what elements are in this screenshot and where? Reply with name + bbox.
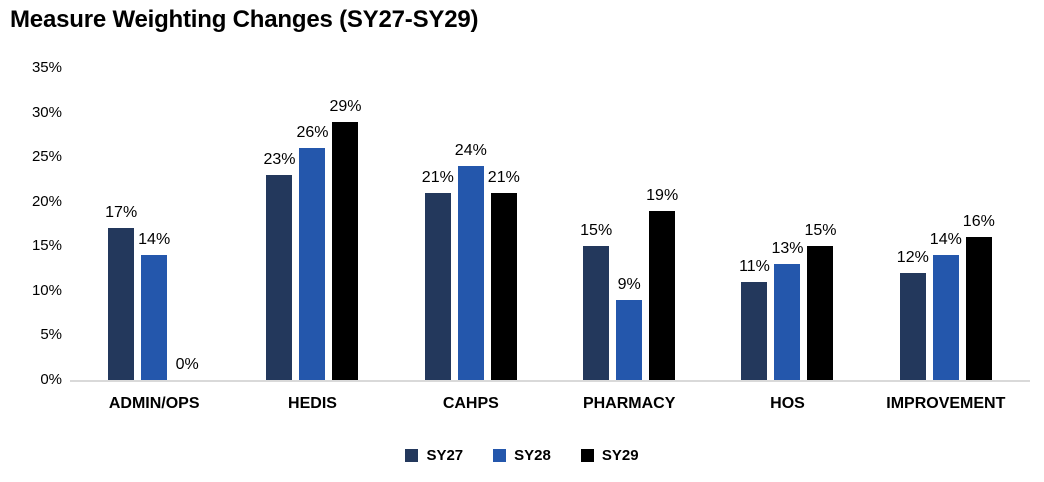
bar-value-label: 16%: [962, 213, 995, 231]
y-tick-label: 5%: [40, 326, 62, 344]
legend-label: SY28: [514, 447, 551, 464]
bar-value-label: 29%: [329, 97, 362, 115]
legend-swatch-icon: [405, 449, 419, 462]
chart-title: Measure Weighting Changes (SY27-SY29): [10, 6, 479, 33]
legend-item-sy29: SY29: [580, 447, 639, 464]
bar-sy28: 14%: [930, 231, 962, 380]
legend-swatch-icon: [580, 449, 594, 462]
legend-item-sy27: SY27: [405, 447, 463, 464]
bar-sy28: 9%: [616, 276, 643, 380]
bar-group: 21% 24% 21%: [392, 68, 550, 380]
x-axis-line: [70, 380, 1030, 382]
y-tick-label: 10%: [31, 281, 62, 299]
x-axis: ADMIN/OPS HEDIS CAHPS PHARMACY HOS IMPROVEMEN…: [75, 395, 1025, 419]
bar-sy29: 16%: [963, 213, 995, 380]
y-tick-label: 15%: [31, 237, 62, 255]
bar-group: 11% 13% 15%: [708, 68, 866, 380]
bar-sy27: 11%: [739, 258, 770, 380]
bar-sy28: 24%: [455, 142, 487, 380]
bar-value-label: 12%: [896, 249, 929, 267]
y-tick-label: 20%: [31, 192, 62, 210]
category-label: CAHPS: [442, 395, 499, 412]
bar-group: 15% 9% 19%: [550, 68, 708, 380]
bar-value-label: 14%: [138, 231, 171, 249]
bar-value-label: 24%: [454, 142, 487, 160]
bar-sy29: 15%: [804, 222, 837, 380]
bar-value-label: 26%: [296, 124, 329, 142]
bar-value-label: 19%: [646, 186, 679, 204]
bar-sy27: 21%: [422, 169, 454, 380]
bar-sy29: 29%: [329, 98, 362, 380]
category-label: IMPROVEMENT: [886, 395, 1006, 412]
bar-sy28: 13%: [771, 240, 804, 380]
bar-group: 12% 14% 16%: [867, 68, 1025, 380]
bar-value-label: 21%: [487, 168, 520, 186]
bar-group: 23% 26% 29%: [233, 68, 391, 380]
bar-value-label: 9%: [617, 275, 641, 293]
y-tick-label: 25%: [31, 148, 62, 166]
category-label: ADMIN/OPS: [108, 395, 200, 412]
bar-value-label: 21%: [421, 168, 454, 186]
bar-value-label: 0%: [175, 356, 199, 373]
plot-area: 17% 14% 0% 23% 26% 29% 21% 24% 21% 15% 9% 19% 11% 13%…: [75, 68, 1025, 380]
bar-group: 17% 14% 0%: [75, 68, 233, 380]
bar-sy27: 23%: [263, 151, 296, 380]
category-label: HEDIS: [288, 395, 337, 412]
y-tick-label: 30%: [31, 103, 62, 121]
legend-label: SY27: [426, 447, 464, 464]
legend-label: SY29: [601, 447, 639, 464]
bar-sy28: 26%: [296, 124, 329, 380]
bar-sy29: 19%: [646, 187, 678, 380]
y-axis: 35% 30% 25% 20% 15% 10% 5% 0%: [0, 59, 62, 388]
bar-sy27: 12%: [897, 249, 929, 380]
category-label: PHARMACY: [582, 395, 676, 412]
category-label: HOS: [770, 395, 805, 412]
bar-value-label: 23%: [263, 150, 296, 168]
legend-swatch-icon: [493, 449, 507, 462]
bar-sy27: 15%: [580, 222, 612, 380]
legend: SY27 SY28 SY29: [0, 447, 1044, 464]
bar-value-label: 14%: [929, 231, 962, 249]
y-tick-label: 0%: [40, 371, 62, 388]
bar-value-label: 15%: [580, 222, 613, 240]
bar-value-label: 13%: [771, 240, 804, 258]
bar-value-label: 15%: [804, 222, 837, 240]
legend-item-sy28: SY28: [493, 447, 551, 464]
bar-value-label: 11%: [739, 257, 770, 275]
y-tick-label: 35%: [31, 59, 62, 76]
bar-sy28: 14%: [138, 231, 170, 380]
bar-sy27: 17%: [105, 204, 137, 380]
bar-sy29: 21%: [488, 169, 520, 380]
bar-value-label: 17%: [105, 204, 138, 222]
